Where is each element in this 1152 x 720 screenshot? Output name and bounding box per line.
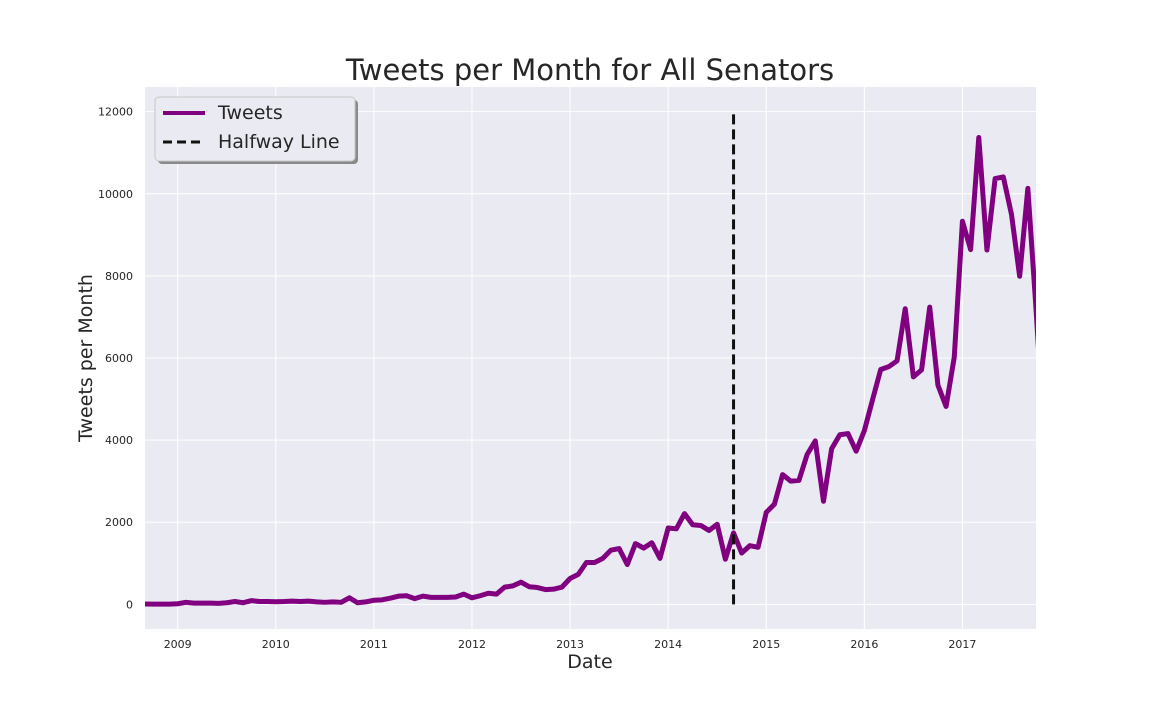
y-tick-label: 10000	[98, 188, 133, 201]
y-tick-label: 12000	[98, 106, 133, 119]
y-tick-label: 2000	[105, 516, 133, 529]
y-axis-label: Tweets per Month	[75, 274, 97, 443]
y-tick-label: 4000	[105, 434, 133, 447]
chart-title: Tweets per Month for All Senators	[345, 53, 834, 87]
y-tick-labels: 0 2000 4000 6000 8000 10000 12000	[98, 106, 133, 612]
series-layer	[145, 111, 1036, 607]
x-tick-label: 2015	[752, 638, 780, 651]
legend-label-halfway-line: Halfway Line	[218, 131, 340, 153]
x-tick-label: 2011	[360, 638, 388, 651]
x-axis-label: Date	[567, 651, 612, 673]
legend-label-tweets: Tweets	[217, 102, 283, 124]
x-tick-label: 2010	[262, 638, 290, 651]
x-tick-label: 2017	[948, 638, 976, 651]
series-line-tweets	[145, 135, 1036, 607]
x-tick-labels: 2009 2010 2011 2012 2013 2014 2015 2016 2017	[164, 638, 977, 651]
grid-lines	[145, 87, 1036, 629]
legend: Tweets Halfway Line	[154, 96, 358, 164]
x-tick-label: 2014	[654, 638, 682, 651]
x-tick-label: 2013	[556, 638, 584, 651]
x-tick-label: 2012	[458, 638, 486, 651]
x-tick-label: 2016	[850, 638, 878, 651]
y-tick-label: 6000	[105, 352, 133, 365]
x-tick-label: 2009	[164, 638, 192, 651]
y-tick-label: 0	[126, 598, 133, 611]
y-tick-label: 8000	[105, 270, 133, 283]
